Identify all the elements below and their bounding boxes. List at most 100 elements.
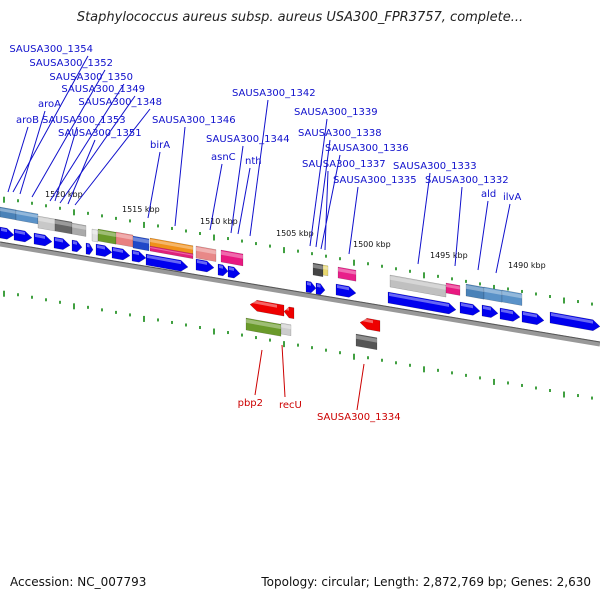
gene-label: SAUSA300_1354: [9, 44, 93, 55]
forward-gene-arrow: [33, 232, 53, 247]
domain-box-shine: [55, 220, 72, 227]
label-leader: [315, 139, 331, 248]
domain-box-shine: [466, 285, 484, 293]
domain-box-shine: [446, 284, 460, 290]
domain-box: [195, 245, 217, 262]
reverse-gene-arrow-shine: [285, 307, 289, 311]
forward-gene-arrow-shine: [461, 303, 473, 309]
label-leader: [49, 83, 125, 202]
features: [0, 206, 600, 351]
domain-box: [465, 283, 485, 300]
gene-label: aroB: [16, 115, 39, 126]
label-leader: [417, 172, 431, 265]
domain-box: [322, 264, 329, 277]
label-leader: [348, 186, 359, 255]
label-leader: [254, 349, 263, 396]
label-leader: [19, 110, 46, 195]
gene-label: SAUSA300_1342: [232, 88, 316, 99]
gene-label: SAUSA300_1350: [49, 72, 133, 83]
domain-box: [132, 235, 150, 252]
reverse-gene-arrow: [359, 317, 381, 332]
label-leader: [230, 145, 244, 234]
reverse-gene-arrow: [249, 299, 285, 317]
forward-gene-arrow: [195, 258, 215, 273]
label-leader: [320, 154, 341, 250]
gene-label: SAUSA300_1332: [425, 175, 509, 186]
gene-labels: SAUSA300_1354SAUSA300_1352SAUSA300_1350S…: [9, 44, 521, 423]
gene-label: SAUSA300_1349: [61, 84, 145, 95]
forward-gene-arrow: [521, 310, 545, 325]
gene-label: SAUSA300_1336: [325, 143, 409, 154]
domain-box-shine: [221, 251, 243, 259]
gene-label: SAUSA300_1353: [42, 115, 126, 126]
backbone-line: [0, 241, 600, 347]
forward-gene-arrow-shine: [133, 251, 139, 256]
forward-gene-arrow: [387, 291, 457, 315]
forward-gene-arrow: [315, 282, 326, 296]
scale-tick-label: 1500 kbp: [353, 240, 391, 249]
label-leader: [31, 69, 106, 198]
label-leader: [174, 126, 186, 227]
reverse-gene-arrow: [283, 306, 295, 320]
scale-tick-label: 1520 kbp: [45, 190, 83, 199]
domain-box-shine: [281, 324, 291, 330]
forward-gene-arrow: [145, 253, 189, 272]
domain-box: [245, 317, 282, 337]
forward-gene-arrow-shine: [55, 238, 63, 243]
scale-tick-label: 1510 kbp: [200, 217, 238, 226]
forward-gene-arrow: [0, 226, 15, 240]
domain-box: [483, 286, 503, 303]
forward-gene-arrow-shine: [229, 267, 234, 271]
domain-box: [54, 218, 73, 235]
forward-gene-arrow-shine: [307, 282, 311, 286]
forward-gene-arrow-shine: [197, 260, 207, 265]
accession-text: Accession: NC_007793: [10, 575, 147, 589]
forward-gene-arrow: [95, 243, 113, 257]
label-leader: [454, 186, 463, 267]
gene-label: SAUSA300_1334: [317, 412, 401, 423]
forward-gene-arrow: [335, 283, 357, 298]
domain-box: [37, 215, 56, 232]
label-leader: [477, 200, 489, 271]
gene-label: ilvA: [503, 192, 521, 203]
gene-label: SAUSA300_1351: [58, 128, 142, 139]
domain-box-shine: [338, 268, 356, 275]
forward-gene-arrow: [499, 307, 521, 322]
gene-label: SAUSA300_1346: [152, 115, 236, 126]
forward-gene-arrow-shine: [523, 312, 537, 318]
domain-box-shine: [0, 208, 16, 214]
forward-gene-arrow-shine: [501, 309, 513, 315]
label-leader: [54, 126, 78, 202]
domain-box-shine: [16, 211, 38, 218]
domain-box-shine: [38, 217, 55, 224]
label-leader: [495, 203, 511, 274]
label-leaders: [7, 55, 511, 411]
backbone-edge: [0, 241, 600, 343]
scale-tick-label: 1490 kbp: [508, 261, 546, 270]
forward-gene-arrow-shine: [147, 255, 181, 265]
gene-label: SAUSA300_1344: [206, 134, 290, 145]
gene-label: SAUSA300_1352: [29, 58, 113, 69]
forward-gene-arrow: [13, 228, 33, 243]
label-leader: [74, 108, 151, 206]
forward-gene-arrow: [53, 236, 71, 250]
gene-label: nth: [245, 156, 262, 167]
domain-box: [280, 322, 292, 337]
domain-box-shine: [390, 276, 446, 290]
forward-gene-arrow-shine: [1, 228, 7, 233]
scale-tick-label: 1515 kbp: [122, 205, 160, 214]
gene-label: aroA: [38, 99, 61, 110]
domain-box: [312, 262, 324, 278]
forward-gene-arrow-shine: [337, 285, 349, 291]
domain-box: [91, 228, 99, 243]
gene-label: SAUSA300_1348: [78, 97, 162, 108]
domain-box-shine: [313, 264, 323, 270]
forward-gene-arrow-shine: [551, 313, 593, 324]
scale-tick-label: 1495 kbp: [430, 251, 468, 260]
domain-box-shine: [72, 224, 86, 230]
gene-label: SAUSA300_1339: [294, 107, 378, 118]
gene-label: asnC: [211, 152, 236, 163]
forward-gene-arrow: [481, 304, 499, 318]
forward-gene-arrow: [217, 263, 229, 277]
map-title: Staphylococcus aureus subsp. aureus USA3…: [76, 10, 524, 25]
